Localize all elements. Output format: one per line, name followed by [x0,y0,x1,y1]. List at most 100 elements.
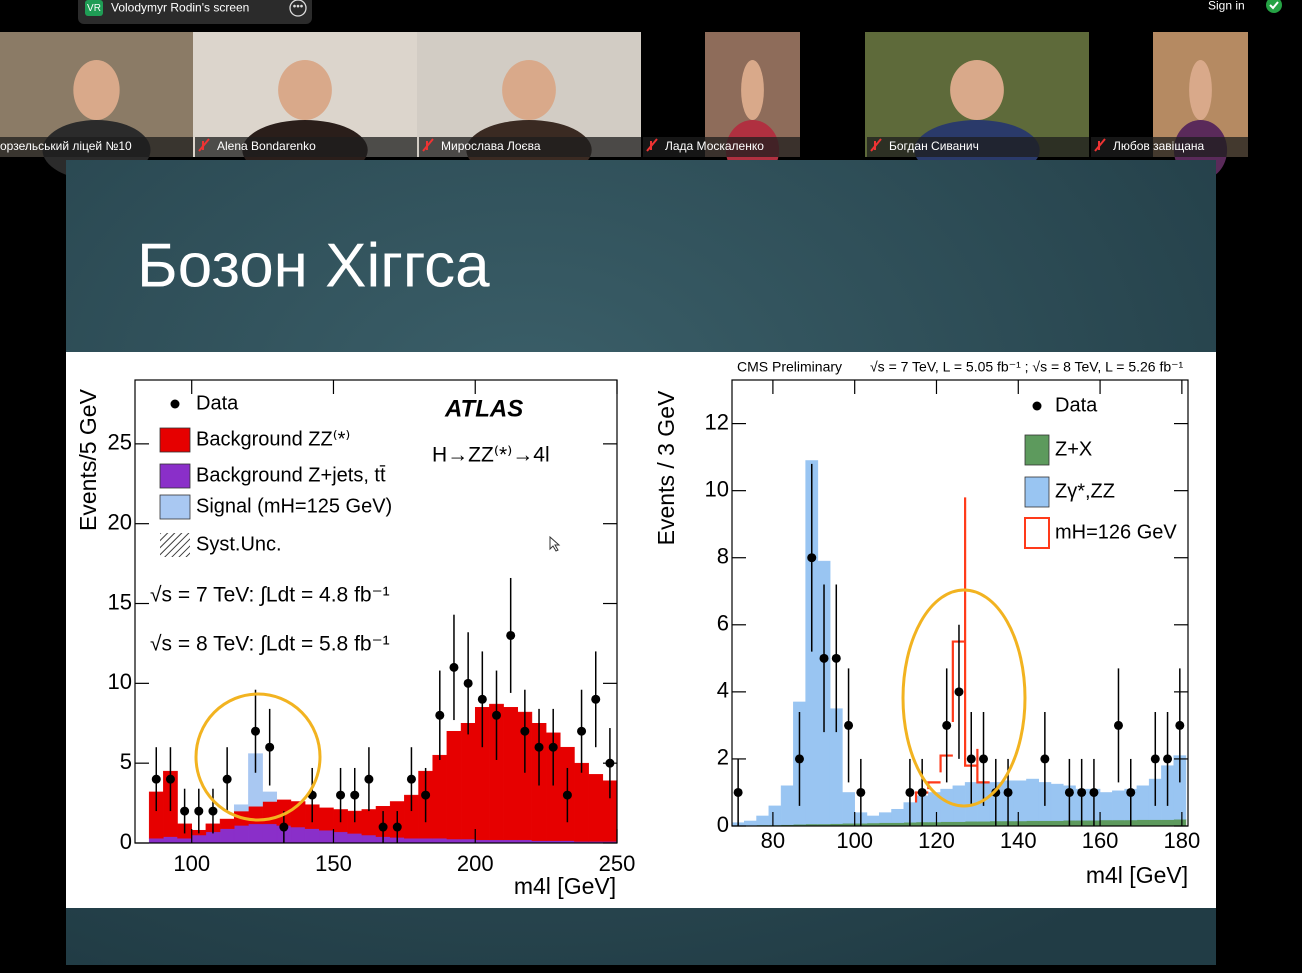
muted-icon [646,138,658,152]
person [1189,60,1212,120]
legend-marker [1032,401,1042,411]
data-point [492,710,501,720]
histogram-bar [347,833,363,844]
histogram-bar [163,836,178,844]
y-axis-label: Events/5 GeV [75,388,101,531]
chart: Background Z+jets, tt̄ Background ZZ⁽*⁾ Si… [75,379,635,899]
data-point [364,774,374,784]
histogram-bar [756,815,770,826]
video-strip: орзельський ліцей №10 Alena Bondarenko Мир… [0,32,1248,180]
data-point [1163,754,1173,764]
data-point [435,710,445,720]
person [278,60,332,120]
muted-icon [870,138,882,152]
data-point [733,787,743,797]
legend-label: Background Z+jets, tt̄ [196,464,386,486]
histogram-bar [928,821,941,827]
histogram-bar [1148,819,1162,827]
annotation: CMS Preliminary [737,359,842,375]
data-point [794,754,804,764]
histogram-bar [446,730,462,840]
data-point [548,742,558,752]
y-axis-label: Events / 3 GeV [653,390,679,545]
y-tick-label: 2 [717,745,729,770]
data-point [831,653,841,663]
avatar [85,0,103,16]
histogram-bar [1038,820,1052,827]
y-tick-label: 10 [705,476,729,501]
legend-swatch [1024,476,1050,508]
data-point [265,742,275,752]
data-point [819,653,829,663]
y-tick-label: 15 [108,589,132,614]
data-point [194,806,204,816]
data-point [534,742,544,752]
histogram-bar [404,837,419,844]
share-pill[interactable] [78,0,312,24]
more-button[interactable] [289,0,307,17]
legend-swatch [160,533,190,557]
data-point [165,774,175,784]
sign-in[interactable]: Sign in [1208,0,1245,13]
data-point [151,774,161,784]
person [950,60,1004,120]
legend-label: mH=126 GeV [1055,521,1177,543]
data-point [1003,787,1013,797]
data-point [562,790,572,800]
histogram-bar [148,837,164,844]
data-point [336,790,346,800]
legend-marker [170,399,180,409]
histogram-bar [290,826,306,844]
legend-swatch [159,463,191,489]
histogram-bar [940,788,954,822]
histogram-bar [1099,792,1113,821]
histogram-bar [588,774,604,842]
histogram-bar [460,723,476,840]
histogram-bar [191,834,207,844]
histogram-bar [768,805,782,826]
histogram-bar [418,837,433,844]
signal-outline [951,640,966,723]
histogram-bar [866,815,880,824]
annotation: √s = 7 TeV, L = 5.05 fb⁻¹ ; √s = 8 TeV, … [870,359,1184,375]
histogram-bar [1112,790,1125,821]
histogram-bar [977,821,990,827]
legend-swatch [159,494,191,520]
histogram-bar [744,820,757,826]
histogram-bar [248,823,263,844]
name-tag [867,137,1089,157]
data-point [1089,787,1099,797]
x-tick-label: 80 [761,828,785,853]
annotation: H→ZZ⁽*⁾→4l [432,444,550,467]
data-point [942,720,952,730]
data-point [1175,720,1185,730]
name-tag [419,137,641,157]
data-point [506,630,516,640]
histogram-bar [219,828,235,844]
histogram-bar [361,834,377,844]
participant-name: Богдан Сиванич [889,139,979,153]
data-point [520,726,530,736]
data-point [449,662,459,672]
x-tick-label: 120 [918,828,955,853]
histogram-bar [1161,819,1174,827]
muted-icon [198,138,210,152]
legend-swatch [1024,434,1050,466]
x-tick-label: 100 [173,851,210,876]
data-point [591,694,601,704]
participant-name: Мирослава Лоєва [441,139,541,153]
histogram-bar [205,831,221,844]
x-tick-label: 150 [315,851,352,876]
histogram-bar [1013,820,1027,827]
legend-label: Data [1055,394,1098,416]
data-point [208,806,218,816]
name-tag [195,137,417,157]
initials: VR [87,3,101,14]
histogram-bar [1050,820,1064,827]
x-tick-label: 200 [457,851,494,876]
histogram-bar [262,791,278,802]
person [73,60,120,120]
histogram-bar [177,837,192,844]
